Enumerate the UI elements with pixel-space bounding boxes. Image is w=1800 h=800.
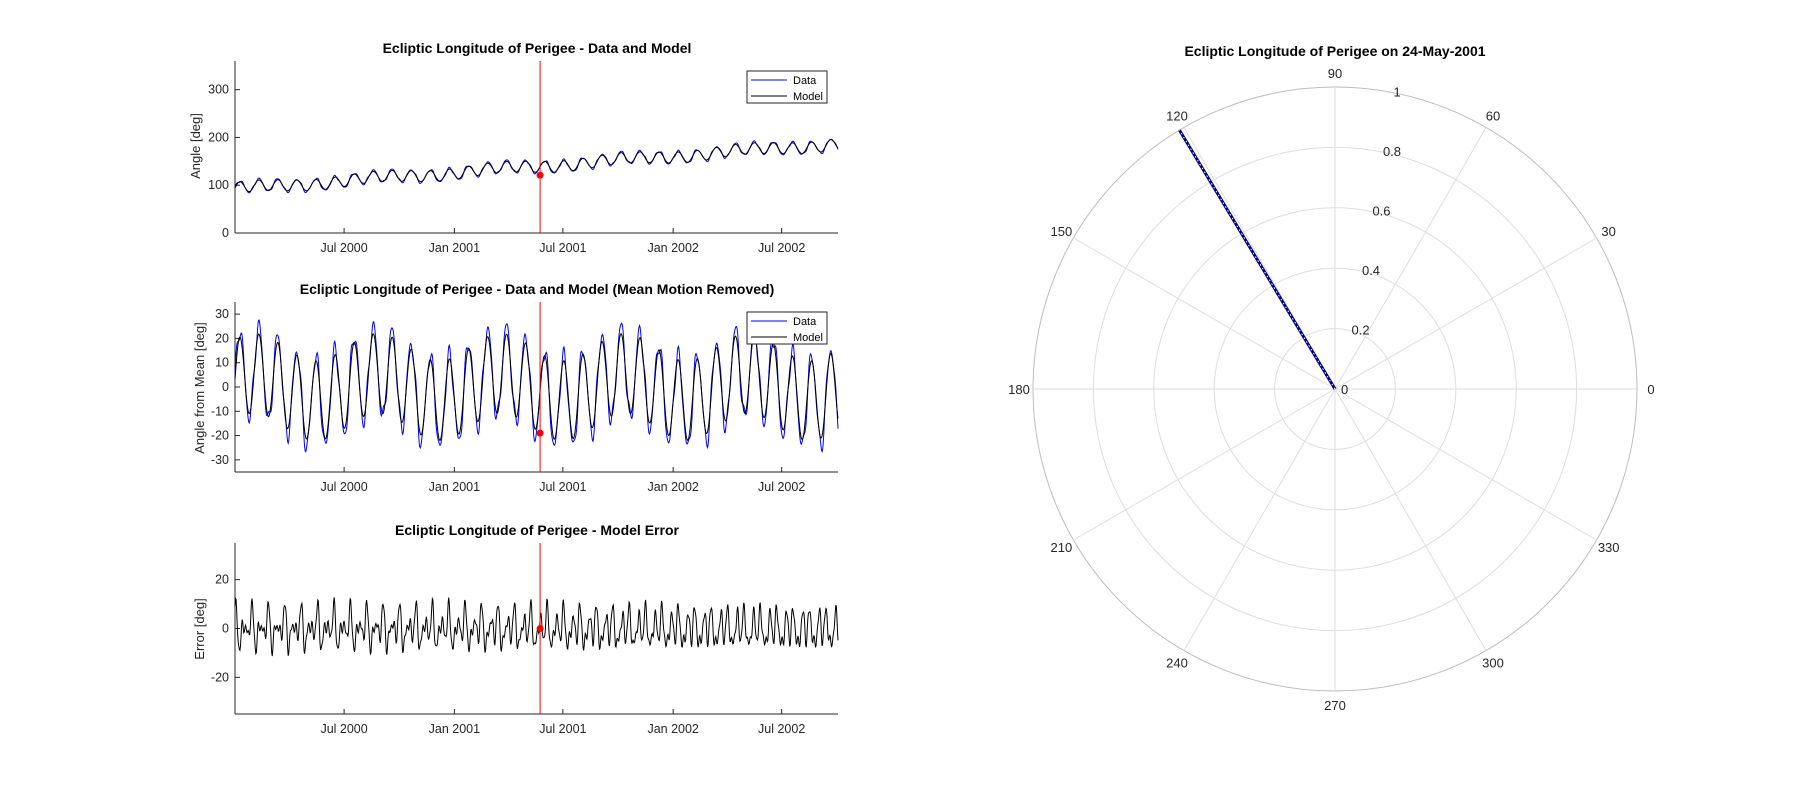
x-tick-label: Jul 2000 bbox=[320, 480, 367, 494]
subplot3-title: Ecliptic Longitude of Perigee - Model Er… bbox=[395, 522, 679, 538]
series-line-data bbox=[234, 138, 839, 194]
y-tick-label: 0 bbox=[222, 226, 229, 240]
subplot1-ylabel: Angle [deg] bbox=[188, 113, 203, 179]
perigee-vector-dots bbox=[1179, 129, 1336, 390]
r-tick-label: 0.2 bbox=[1351, 323, 1369, 338]
subplot2-title: Ecliptic Longitude of Perigee - Data and… bbox=[300, 281, 774, 297]
series-line-model bbox=[234, 139, 839, 193]
theta-tick-label: 210 bbox=[1050, 540, 1072, 555]
subplot2-legend-box bbox=[746, 311, 828, 345]
y-tick-label: -30 bbox=[211, 453, 229, 467]
r-tick-label: 0 bbox=[1341, 382, 1348, 397]
subplot-data-and-model: Ecliptic Longitude of Perigee - Data and… bbox=[188, 40, 839, 255]
theta-tick-label: 240 bbox=[1166, 656, 1188, 671]
series-line-error bbox=[234, 596, 839, 657]
x-tick-label: Jul 2001 bbox=[539, 722, 586, 736]
r-tick-label: 0.6 bbox=[1372, 204, 1390, 219]
theta-tick-label: 60 bbox=[1486, 108, 1500, 123]
x-tick-label: Jul 2002 bbox=[758, 722, 805, 736]
subplot-mean-motion-removed: Ecliptic Longitude of Perigee - Data and… bbox=[192, 281, 839, 494]
y-tick-label: 20 bbox=[215, 573, 229, 587]
theta-tick-label: 330 bbox=[1598, 540, 1620, 555]
theta-tick-label: 180 bbox=[1008, 382, 1030, 397]
subplot1-legend-box bbox=[746, 70, 828, 104]
x-tick-label: Jul 2002 bbox=[758, 480, 805, 494]
r-tick-label: 0.4 bbox=[1362, 263, 1380, 278]
theta-tick-label: 120 bbox=[1166, 108, 1188, 123]
y-tick-label: -20 bbox=[211, 429, 229, 443]
y-tick-label: 0 bbox=[222, 622, 229, 636]
polar-spoke bbox=[1334, 388, 1597, 541]
theta-tick-label: 300 bbox=[1482, 656, 1504, 671]
theta-tick-label: 90 bbox=[1328, 66, 1342, 81]
subplot1-legend: Data Model bbox=[746, 70, 828, 104]
subplot2-ylabel: Angle from Mean [deg] bbox=[192, 322, 207, 454]
current-value-marker bbox=[536, 171, 544, 179]
series-line-data bbox=[234, 318, 839, 454]
subplot2-plot-area: -30 -20 -10 0 10 20 30 Jul 2000 Jan 2001 Jul 2001… bbox=[211, 302, 839, 494]
theta-tick-label: 30 bbox=[1601, 224, 1615, 239]
subplot1-title: Ecliptic Longitude of Perigee - Data and… bbox=[383, 40, 692, 56]
x-tick-label: Jan 2001 bbox=[429, 241, 480, 255]
y-tick-label: 0 bbox=[222, 380, 229, 394]
current-value-marker bbox=[536, 429, 544, 437]
theta-tick-label: 270 bbox=[1324, 698, 1346, 713]
y-tick-label: -10 bbox=[211, 404, 229, 418]
y-tick-label: 10 bbox=[215, 356, 229, 370]
subplot3-ylabel: Error [deg] bbox=[192, 598, 207, 659]
y-tick-label: 300 bbox=[208, 83, 229, 97]
x-tick-label: Jul 2002 bbox=[758, 241, 805, 255]
theta-tick-label: 0 bbox=[1647, 382, 1654, 397]
x-tick-label: Jul 2000 bbox=[320, 722, 367, 736]
current-value-marker bbox=[536, 625, 544, 632]
y-tick-label: 30 bbox=[215, 307, 229, 321]
subplot3-plot-area: -20 0 20 Jul 2000 Jan 2001 Jul 2001 Jan 2002 Ju… bbox=[211, 543, 839, 736]
y-tick-label: -20 bbox=[211, 670, 229, 684]
subplot2-legend-model-label: Model bbox=[793, 332, 823, 344]
x-tick-label: Jan 2001 bbox=[429, 722, 480, 736]
series-line-model bbox=[234, 333, 839, 442]
x-tick-label: Jul 2001 bbox=[539, 480, 586, 494]
y-tick-label: 100 bbox=[208, 178, 229, 192]
polar-spoke bbox=[1073, 388, 1336, 541]
subplot-model-error: Ecliptic Longitude of Perigee - Model Er… bbox=[192, 522, 839, 736]
polar-spoke bbox=[1334, 388, 1487, 651]
r-tick-label: 0.8 bbox=[1383, 144, 1401, 159]
x-tick-label: Jan 2002 bbox=[647, 480, 698, 494]
x-tick-label: Jan 2002 bbox=[647, 722, 698, 736]
y-tick-label: 20 bbox=[215, 331, 229, 345]
subplot1-legend-data-label: Data bbox=[793, 75, 817, 87]
subplot1-plot-area: 0 100 200 300 Jul 2000 Jan 2001 Jul 2001 Jan 20… bbox=[208, 61, 839, 255]
polar-spoke bbox=[1073, 237, 1336, 390]
subplot2-legend: Data Model bbox=[746, 311, 828, 345]
subplot2-legend-data-label: Data bbox=[793, 316, 817, 328]
polar-plot-area: 0 30 60 90 120 150 180 210 240 270 300 330 0 0.2 0.4 0.… bbox=[1008, 66, 1654, 713]
polar-spoke bbox=[1334, 127, 1487, 390]
polar-title: Ecliptic Longitude of Perigee on 24-May-… bbox=[1184, 43, 1485, 59]
theta-tick-label: 150 bbox=[1050, 224, 1072, 239]
polar-spoke bbox=[1334, 237, 1597, 390]
subplot1-legend-model-label: Model bbox=[793, 91, 823, 103]
y-tick-label: 200 bbox=[208, 130, 229, 144]
polar-spoke bbox=[1183, 388, 1336, 651]
x-tick-label: Jan 2001 bbox=[429, 480, 480, 494]
x-tick-label: Jul 2001 bbox=[539, 241, 586, 255]
x-tick-label: Jul 2000 bbox=[320, 241, 367, 255]
x-tick-label: Jan 2002 bbox=[647, 241, 698, 255]
polar-plot: Ecliptic Longitude of Perigee on 24-May-… bbox=[1008, 43, 1654, 713]
r-tick-label: 1 bbox=[1393, 85, 1400, 100]
